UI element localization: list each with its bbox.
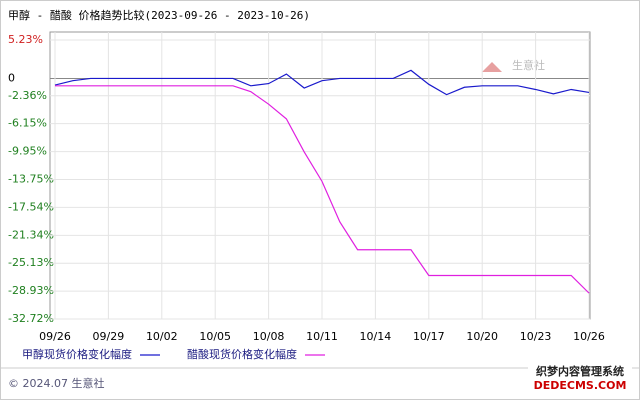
x-tick-label: 10/14 <box>360 330 392 343</box>
y-tick-label: -13.75% <box>8 173 54 186</box>
y-tick-label: -32.72% <box>8 312 54 325</box>
x-tick-label: 10/05 <box>199 330 231 343</box>
watermark: 生意社 <box>512 58 545 72</box>
y-tick-label: -17.54% <box>8 200 54 213</box>
x-tick-label: 10/08 <box>253 330 285 343</box>
chart-title: 甲醇 - 醋酸 价格趋势比较(2023-09-26 - 2023-10-26) <box>8 8 310 22</box>
y-tick-label: 0 <box>8 71 15 84</box>
x-tick-label: 10/23 <box>520 330 552 343</box>
y-tick-label: -28.93% <box>8 284 54 297</box>
x-tick-label: 10/02 <box>146 330 178 343</box>
x-tick-label: 09/29 <box>93 330 125 343</box>
legend-label: 甲醇现货价格变化幅度 <box>22 347 132 361</box>
x-tick-label: 10/20 <box>466 330 498 343</box>
y-tick-label: -9.95% <box>8 145 47 158</box>
y-tick-label: -2.36% <box>8 89 47 102</box>
x-tick-label: 10/26 <box>573 330 605 343</box>
legend-label: 醋酸现货价格变化幅度 <box>187 347 297 361</box>
y-tick-label: -21.34% <box>8 228 54 241</box>
x-tick-label: 10/11 <box>306 330 338 343</box>
watermark-logo <box>482 62 502 72</box>
corner-mark-sub: DEDECMS.COM <box>534 379 627 392</box>
y-tick-label: 5.23% <box>8 33 43 46</box>
x-tick-label: 10/17 <box>413 330 445 343</box>
y-tick-label: -25.13% <box>8 256 54 269</box>
footer: © 2024.07 生意社 <box>8 376 104 390</box>
series-line <box>55 85 590 294</box>
corner-mark-bg <box>528 362 632 396</box>
corner-mark: 织梦内容管理系统 <box>536 364 624 378</box>
x-tick-label: 09/26 <box>39 330 71 343</box>
series-line <box>54 69 590 96</box>
y-tick-label: -6.15% <box>8 117 47 130</box>
